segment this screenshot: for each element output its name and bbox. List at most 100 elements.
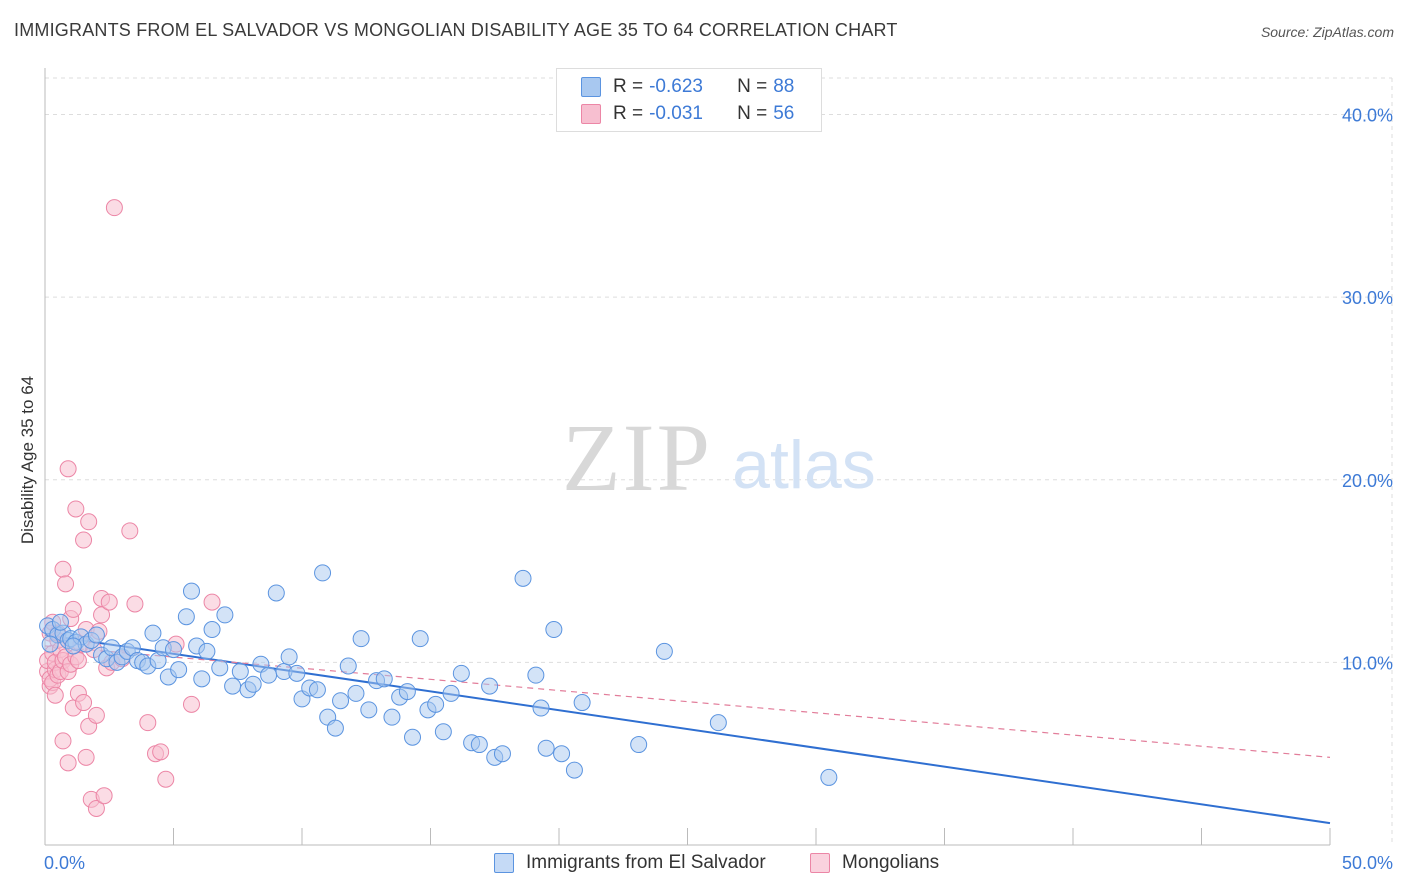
legend-r-value: -0.031	[649, 103, 703, 124]
el-salvador-point	[165, 641, 182, 659]
el-salvador-points	[39, 564, 838, 786]
legend-r-label: R =	[613, 103, 644, 124]
watermark-zip: ZIP	[562, 404, 712, 511]
el-salvador-point	[360, 701, 378, 719]
legend-r-label: R =	[613, 76, 644, 97]
el-salvador-point	[573, 694, 591, 712]
source-label: Source: ZipAtlas.com	[1260, 24, 1394, 40]
bottom-legend-swatch-pink	[810, 853, 830, 873]
el-salvador-point	[51, 613, 69, 631]
legend-row-el-salvador: R = -0.623 N = 88	[581, 75, 794, 99]
axes	[44, 68, 1331, 846]
tick-labels: 10.0% 20.0% 30.0% 40.0% 0.0% 50.0%	[44, 106, 1393, 873]
mongolians-points	[39, 199, 221, 817]
el-salvador-point	[203, 621, 221, 639]
mongolians-point	[93, 606, 111, 624]
bottom-legend-swatch-blue	[494, 853, 514, 873]
el-salvador-point	[326, 719, 344, 737]
legend-n-label: N =	[737, 103, 768, 124]
el-salvador-point	[224, 677, 242, 695]
mongolians-point	[105, 199, 123, 217]
el-salvador-point	[332, 692, 350, 710]
mongolians-point	[152, 743, 170, 761]
y-tick-label: 30.0%	[1342, 288, 1393, 308]
mongolians-point	[203, 593, 221, 611]
el-salvador-point	[537, 739, 555, 757]
el-salvador-point	[398, 683, 416, 701]
el-salvador-point	[244, 675, 262, 693]
el-salvador-point	[267, 584, 285, 602]
mongolians-point	[80, 513, 98, 531]
el-salvador-point	[182, 582, 200, 600]
mongolians-point	[157, 770, 175, 788]
el-salvador-point	[280, 648, 298, 666]
mongolians-point	[77, 748, 95, 766]
mongolians-point	[54, 560, 72, 578]
el-salvador-point	[442, 684, 460, 702]
mongolians-point	[69, 652, 87, 670]
el-salvador-point	[565, 761, 583, 779]
el-salvador-point	[375, 670, 393, 688]
el-salvador-point	[452, 664, 470, 682]
el-salvador-point	[308, 681, 326, 699]
y-tick-label: 10.0%	[1342, 653, 1393, 673]
legend-row-mongolians: R = -0.031 N = 56	[581, 102, 794, 126]
bottom-legend: Immigrants from El Salvador Mongolians	[0, 852, 1406, 878]
mongolians-point	[75, 531, 93, 549]
el-salvador-point	[545, 621, 563, 639]
y-tick-label: 20.0%	[1342, 471, 1393, 491]
el-salvador-point	[820, 768, 838, 786]
el-salvador-point	[383, 708, 401, 726]
el-salvador-point	[404, 728, 422, 746]
el-salvador-point	[216, 606, 234, 624]
el-salvador-point	[434, 723, 452, 741]
mongolians-point	[64, 600, 82, 618]
bottom-legend-el-salvador: Immigrants from El Salvador	[494, 852, 766, 874]
mongolians-point	[126, 595, 144, 613]
mongolians-point	[54, 732, 72, 750]
watermark-atlas: atlas	[732, 427, 876, 503]
el-salvador-point	[470, 736, 488, 754]
legend-r-value: -0.623	[649, 76, 703, 97]
mongolians-point	[100, 593, 118, 611]
legend-swatch-pink	[581, 104, 601, 124]
mongolians-point	[46, 686, 64, 704]
el-salvador-point	[41, 635, 59, 653]
mongolians-point	[87, 706, 105, 724]
mongolians-point	[139, 714, 157, 732]
bottom-legend-label: Immigrants from El Salvador	[526, 852, 766, 873]
mongolians-point	[87, 799, 105, 817]
el-salvador-point	[193, 670, 211, 688]
el-salvador-point	[144, 624, 162, 642]
el-salvador-point	[481, 677, 499, 695]
y-tick-label: 40.0%	[1342, 106, 1393, 126]
mongolians-point	[57, 575, 75, 593]
el-salvador-point	[655, 642, 673, 660]
trend-line-el-salvador	[44, 633, 1331, 825]
legend-n-value: 88	[773, 76, 795, 97]
el-salvador-point	[514, 569, 532, 587]
watermark: ZIP atlas	[562, 404, 876, 511]
el-salvador-point	[198, 642, 216, 660]
el-salvador-point	[347, 684, 365, 702]
el-salvador-point	[231, 663, 249, 681]
el-salvador-point	[339, 657, 357, 675]
el-salvador-point	[177, 608, 195, 626]
el-salvador-point	[211, 659, 229, 677]
el-salvador-point	[288, 664, 306, 682]
el-salvador-point	[553, 745, 571, 763]
trend-lines	[44, 633, 1331, 825]
bottom-legend-mongolians: Mongolians	[810, 852, 939, 874]
legend-swatch-blue	[581, 77, 601, 97]
mongolians-point	[182, 695, 200, 713]
el-salvador-point	[87, 626, 105, 644]
el-salvador-point	[260, 666, 278, 684]
el-salvador-point	[170, 661, 188, 679]
el-salvador-point	[709, 714, 727, 732]
x-tick-label: 50.0%	[1342, 853, 1393, 873]
mongolians-point	[67, 500, 85, 518]
chart-title: IMMIGRANTS FROM EL SALVADOR VS MONGOLIAN…	[14, 20, 898, 40]
el-salvador-point	[493, 745, 511, 763]
mongolians-point	[75, 694, 93, 712]
